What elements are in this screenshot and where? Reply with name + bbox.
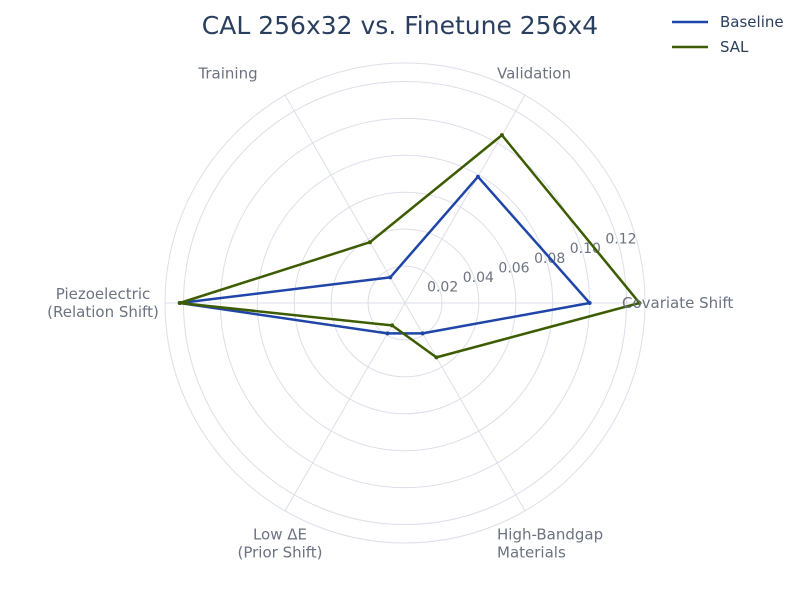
data-point-sal-2	[434, 355, 439, 360]
axis-label-1: Covariate Shift	[622, 294, 733, 312]
radial-tick-label-2: 0.04	[463, 270, 494, 286]
data-point-sal-1	[637, 301, 642, 305]
data-point-sal-5	[367, 240, 372, 245]
axis-label-3: Low ΔE (Prior Shift)	[237, 526, 322, 562]
data-point-sal-4	[177, 301, 182, 305]
axis-label-5: Training	[197, 64, 257, 82]
axis-label-6: Validation	[497, 64, 571, 82]
data-point-baseline-5	[388, 275, 393, 280]
chart-title: CAL 256x32 vs. Finetune 256x4	[202, 11, 598, 40]
data-point-sal-3	[390, 323, 395, 328]
data-point-baseline-2	[420, 331, 425, 336]
radial-tick-label-3: 0.06	[498, 260, 529, 276]
data-point-baseline-6	[475, 174, 480, 179]
radial-tick-label-1: 0.02	[427, 279, 458, 295]
spoke-3	[284, 302, 406, 512]
legend-label-baseline: Baseline	[720, 13, 784, 31]
legend-item-sal[interactable]: SAL	[672, 38, 749, 56]
polar-grid: 0.020.040.060.080.100.12	[164, 62, 646, 544]
radial-tick-label-6: 0.12	[605, 232, 636, 248]
data-point-baseline-3	[385, 331, 390, 336]
spoke-5	[284, 94, 406, 304]
data-point-sal-6	[499, 133, 504, 138]
axis-labels: Covariate Shift High-Bandgap Materials Low …	[47, 64, 733, 561]
axis-label-4: Piezoelectric (Relation Shift)	[47, 285, 159, 321]
legend-item-baseline[interactable]: Baseline	[672, 13, 784, 31]
data-point-baseline-1	[587, 301, 592, 305]
legend[interactable]: Baseline SAL	[672, 13, 784, 56]
spoke-6	[404, 94, 526, 304]
spoke-2	[404, 302, 526, 512]
series-layer	[177, 133, 642, 360]
legend-label-sal: SAL	[720, 38, 749, 56]
axis-label-2: High-Bandgap Materials	[497, 526, 603, 562]
